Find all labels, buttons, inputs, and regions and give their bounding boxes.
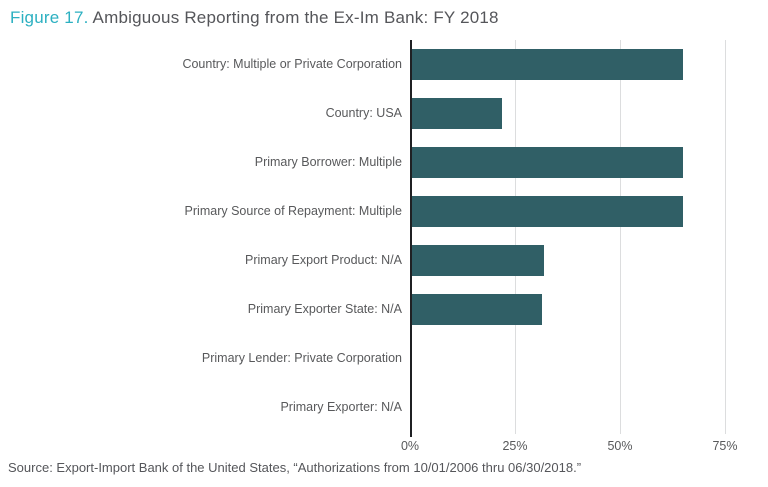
bar [410,147,683,178]
bar [410,196,683,227]
chart-title-text: Ambiguous Reporting from the Ex-Im Bank:… [92,8,499,27]
bar-row [410,138,748,187]
bar [410,98,503,129]
category-label: Primary Exporter State: N/A [247,302,402,316]
bar-row [410,187,748,236]
bar-row [410,89,748,138]
bar-row [410,236,748,285]
category-label: Country: Multiple or Private Corporation [182,57,402,71]
x-tick-label: 75% [712,439,738,453]
chart-title: Figure 17. Ambiguous Reporting from the … [10,8,499,28]
source-note: Source: Export-Import Bank of the United… [8,460,582,475]
bar-row [410,40,748,89]
bar-row [410,285,748,334]
gridline-75 [725,40,726,434]
category-label: Country: USA [325,106,402,120]
category-label: Primary Exporter: N/A [280,400,402,414]
category-label: Primary Source of Repayment: Multiple [184,204,402,218]
figure-number-label: Figure 17. [10,8,89,27]
x-tick-label: 50% [607,439,633,453]
plot-area [410,40,748,437]
category-label: Primary Export Product: N/A [245,253,402,267]
bar-row [410,334,748,383]
bar [410,245,545,276]
gridline-25 [515,40,516,434]
bar [410,49,683,80]
gridline-50 [620,40,621,434]
category-label: Primary Borrower: Multiple [254,155,402,169]
bar-row [410,383,748,432]
bar [410,294,543,325]
x-tick-label: 0% [400,439,420,453]
category-label: Primary Lender: Private Corporation [201,351,402,365]
x-tick-label: 25% [502,439,528,453]
y-axis-line [410,40,412,437]
category-labels: Country: Multiple or Private Corporation… [0,40,402,432]
